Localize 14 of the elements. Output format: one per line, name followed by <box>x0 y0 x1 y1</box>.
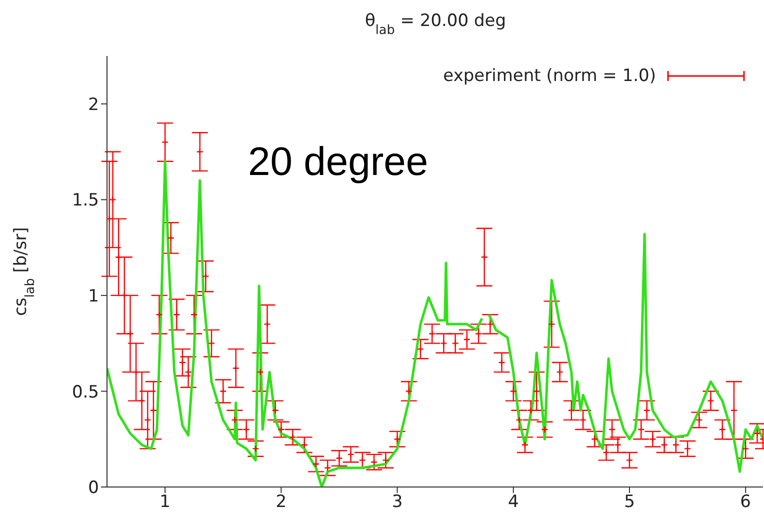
x-tick-label: 3 <box>392 492 403 512</box>
x-tick-label: 5 <box>624 492 635 512</box>
y-tick-label: 1.5 <box>72 190 99 211</box>
x-tick-label: 2 <box>276 492 287 512</box>
chart-title: θ$_{lab}$ = 20.00 deg <box>364 11 506 38</box>
legend-label: experiment (norm = 1.0) <box>443 66 656 86</box>
y-tick-label: 2 <box>88 94 99 115</box>
y-tick-label: 0.5 <box>72 382 99 402</box>
x-tick-label: 6 <box>740 492 751 512</box>
x-tick-label: 1 <box>160 492 170 512</box>
annotation: 20 degree <box>248 140 428 185</box>
y-tick-label: 1 <box>88 286 99 306</box>
x-tick-label: 4 <box>508 492 519 512</box>
y-tick-label: 0 <box>88 478 99 498</box>
